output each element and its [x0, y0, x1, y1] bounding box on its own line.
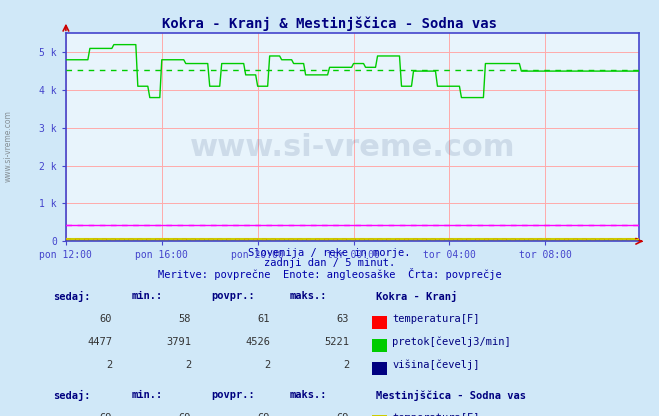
Text: 69: 69 [100, 413, 112, 416]
Text: povpr.:: povpr.: [211, 291, 254, 301]
Text: www.si-vreme.com: www.si-vreme.com [3, 110, 13, 181]
Text: min.:: min.: [132, 390, 163, 400]
Text: sedaj:: sedaj: [53, 291, 90, 302]
Text: 61: 61 [258, 314, 270, 324]
Text: Kokra - Kranj & Mestinjščica - Sodna vas: Kokra - Kranj & Mestinjščica - Sodna vas [162, 17, 497, 31]
Bar [372, 316, 387, 329]
Text: 2: 2 [343, 360, 349, 370]
Text: 5221: 5221 [324, 337, 349, 347]
Text: 4526: 4526 [245, 337, 270, 347]
Text: 2: 2 [106, 360, 112, 370]
Text: min.:: min.: [132, 291, 163, 301]
Text: Slovenija / reke in morje.: Slovenija / reke in morje. [248, 248, 411, 258]
Text: 60: 60 [100, 314, 112, 324]
Text: temperatura[F]: temperatura[F] [392, 413, 480, 416]
Text: maks.:: maks.: [290, 390, 328, 400]
Text: 2: 2 [185, 360, 191, 370]
Bar [372, 415, 387, 416]
Text: 63: 63 [337, 314, 349, 324]
Text: pretok[čevelj3/min]: pretok[čevelj3/min] [392, 337, 511, 347]
Text: povpr.:: povpr.: [211, 390, 254, 400]
Text: 4477: 4477 [87, 337, 112, 347]
Text: Kokra - Kranj: Kokra - Kranj [376, 291, 457, 302]
Text: 2: 2 [264, 360, 270, 370]
Bar [372, 362, 387, 375]
Text: Meritve: povprečne  Enote: angleosaške  Črta: povprečje: Meritve: povprečne Enote: angleosaške Čr… [158, 268, 501, 280]
Bar [372, 339, 387, 352]
Text: 69: 69 [179, 413, 191, 416]
Text: sedaj:: sedaj: [53, 390, 90, 401]
Text: www.si-vreme.com: www.si-vreme.com [190, 133, 515, 162]
Text: 3791: 3791 [166, 337, 191, 347]
Text: 69: 69 [337, 413, 349, 416]
Text: zadnji dan / 5 minut.: zadnji dan / 5 minut. [264, 258, 395, 268]
Text: 69: 69 [258, 413, 270, 416]
Text: Mestinjščica - Sodna vas: Mestinjščica - Sodna vas [376, 390, 526, 401]
Text: 58: 58 [179, 314, 191, 324]
Text: višina[čevelj]: višina[čevelj] [392, 360, 480, 370]
Text: temperatura[F]: temperatura[F] [392, 314, 480, 324]
Text: maks.:: maks.: [290, 291, 328, 301]
